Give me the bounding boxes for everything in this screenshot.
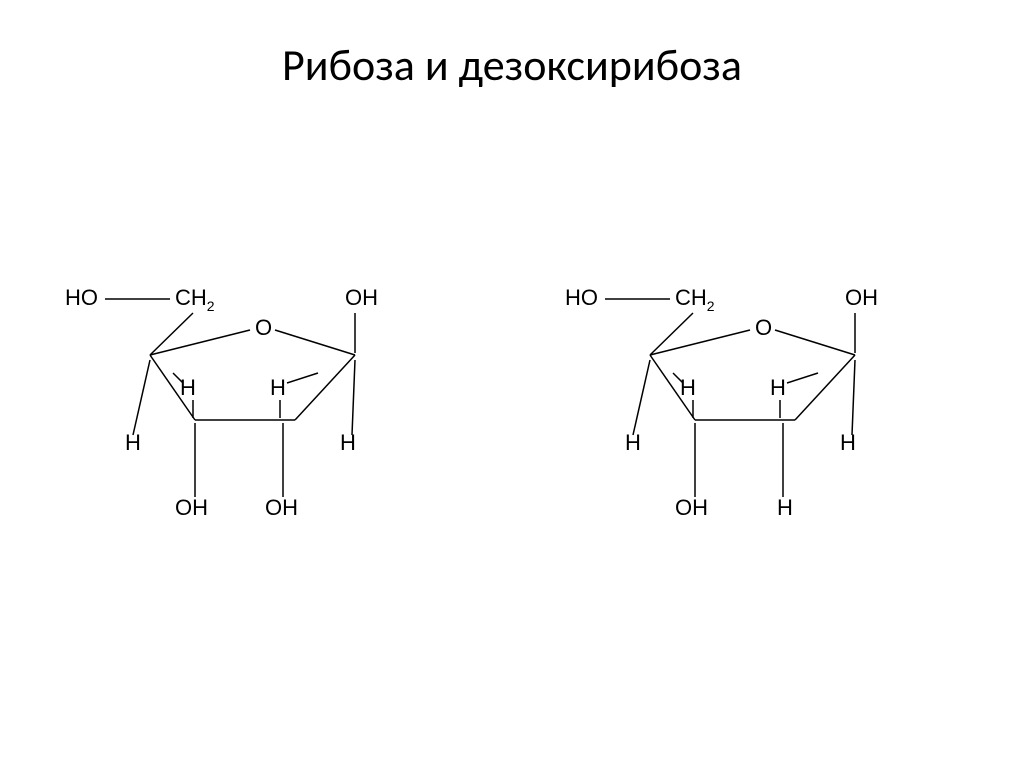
molecule-deoxyribose: HO CH2 OH O H H H H OH H (555, 275, 895, 555)
atom-h: H (770, 375, 786, 400)
bond (150, 313, 193, 355)
bond (295, 355, 355, 420)
atom-h: H (180, 375, 196, 400)
atom-h: H (625, 430, 641, 455)
page-title: Рибоза и дезоксирибоза (0, 38, 1024, 92)
bond (275, 330, 355, 355)
atom-o: O (255, 315, 272, 340)
atom-oh: OH (845, 285, 878, 310)
bond (795, 355, 855, 420)
bond (650, 330, 750, 355)
atom-oh: OH (265, 495, 298, 520)
atom-ch2: CH2 (175, 285, 215, 314)
bond (150, 330, 250, 355)
deoxyribose-bonds (605, 299, 855, 497)
atom-h: H (777, 495, 793, 520)
bond (352, 360, 355, 435)
atom-oh: OH (175, 495, 208, 520)
atom-oh: OH (345, 285, 378, 310)
bond (133, 360, 150, 435)
bond (787, 373, 818, 383)
atom-ho: HO (565, 285, 598, 310)
atom-h: H (680, 375, 696, 400)
bond (287, 373, 318, 383)
atom-o: O (755, 315, 772, 340)
atom-h: H (270, 375, 286, 400)
deoxyribose-atoms: HO CH2 OH O H H H H OH H (565, 285, 878, 520)
atom-h: H (340, 430, 356, 455)
ribose-atoms: HO CH2 OH O H H H H OH OH (65, 285, 378, 520)
atom-oh: OH (675, 495, 708, 520)
bond (650, 313, 693, 355)
bond (775, 330, 855, 355)
atom-ho: HO (65, 285, 98, 310)
atom-h: H (840, 430, 856, 455)
atom-ch2: CH2 (675, 285, 715, 314)
slide: Рибоза и дезоксирибоза (0, 0, 1024, 767)
molecule-ribose: HO CH2 OH O H H H H OH OH (55, 275, 395, 555)
atom-h: H (125, 430, 141, 455)
bond (852, 360, 855, 435)
bond (633, 360, 650, 435)
ribose-bonds (105, 299, 355, 497)
